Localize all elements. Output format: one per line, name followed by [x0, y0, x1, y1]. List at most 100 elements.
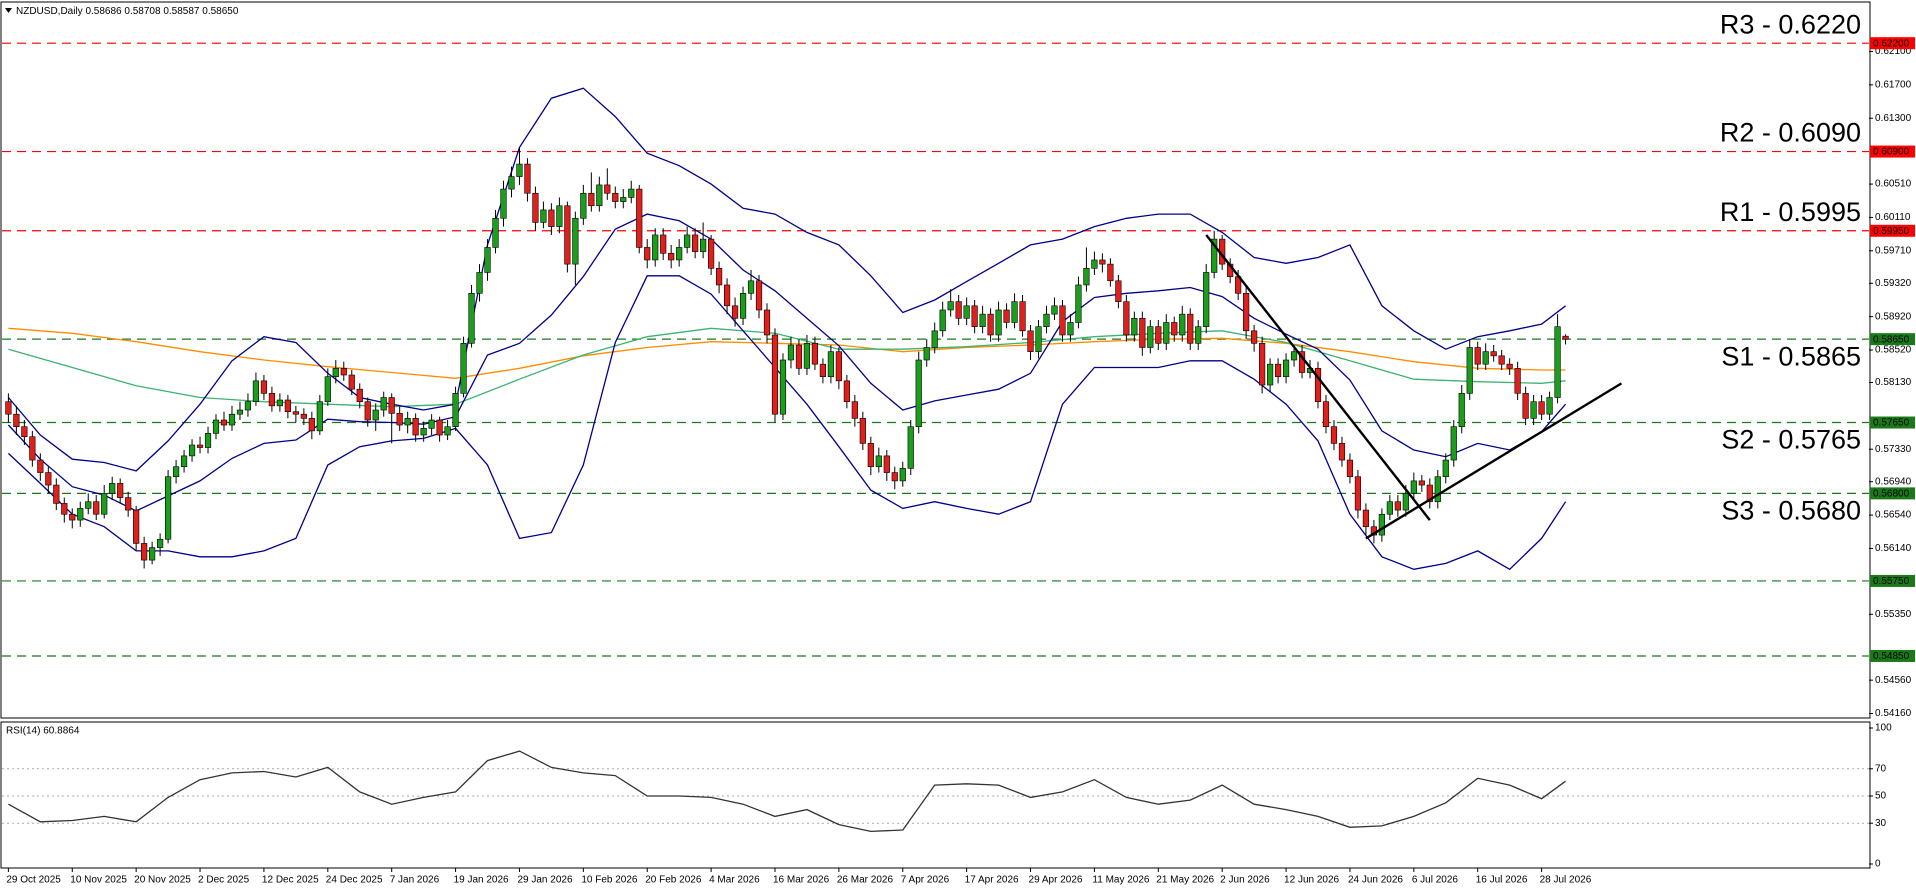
- level-price-box: [1870, 224, 1915, 237]
- candle-body: [1514, 368, 1521, 394]
- y-tick-label: 70: [1875, 763, 1887, 774]
- candle-body: [1187, 313, 1194, 344]
- candle-body: [987, 313, 994, 336]
- candle-body: [620, 197, 627, 202]
- candle-body: [859, 418, 866, 444]
- candle-body: [508, 176, 515, 190]
- level-price-box: [1870, 487, 1915, 500]
- candle-body: [1091, 259, 1098, 269]
- y-tick-label: 0.58920: [1875, 311, 1912, 322]
- x-tick-label: 29 Apr 2026: [1029, 875, 1083, 886]
- candle-body: [1546, 397, 1553, 415]
- level-price-label: 0.62200: [1873, 38, 1910, 49]
- candle-body: [300, 413, 307, 419]
- candle-body: [1035, 326, 1042, 352]
- candle-body: [21, 426, 28, 438]
- x-tick-label: 11 May 2026: [1092, 875, 1150, 886]
- candle-body: [1562, 335, 1569, 340]
- candle-body: [1426, 484, 1433, 503]
- candle-body: [420, 428, 427, 436]
- candle-body: [69, 513, 76, 521]
- level-price-box: [1870, 333, 1915, 346]
- indicator-line: [7, 213, 1567, 512]
- y-tick-label: 0.59710: [1875, 245, 1912, 256]
- candle-body: [157, 538, 164, 548]
- candle-body: [101, 493, 108, 515]
- candle-body: [939, 309, 946, 332]
- candle-body: [1059, 305, 1066, 336]
- price-panel: [0, 1, 1871, 719]
- y-tick-label: 0.62100: [1875, 46, 1912, 57]
- candle-body: [532, 192, 539, 223]
- level-label: S3 - 0.5680: [1721, 496, 1861, 526]
- candle-body: [180, 455, 188, 468]
- candle-body: [388, 397, 395, 414]
- candle-body: [556, 205, 563, 227]
- y-tick-label: 30: [1875, 818, 1887, 829]
- candle-body: [1147, 326, 1154, 348]
- candle-body: [444, 426, 451, 436]
- candle-body: [692, 234, 699, 252]
- candle-body: [1266, 363, 1274, 386]
- x-tick-label: 20 Nov 2025: [134, 875, 191, 886]
- candle-body: [787, 344, 795, 361]
- candle-body: [1538, 401, 1545, 415]
- ohlc-low: 0.58587: [163, 6, 200, 17]
- x-tick-label: 19 Jan 2026: [454, 875, 509, 886]
- candle-body: [141, 543, 148, 561]
- candle-body: [524, 163, 531, 194]
- trendline: [1205, 234, 1431, 521]
- candle-body: [715, 267, 723, 286]
- candle-body: [133, 509, 140, 544]
- candle-body: [516, 163, 523, 177]
- candle-body: [771, 334, 779, 415]
- ohlc-close: 0.58650: [202, 6, 239, 17]
- candle-body: [45, 472, 52, 486]
- candle-body: [364, 401, 371, 421]
- candle-body: [660, 234, 667, 254]
- candle-body: [5, 401, 12, 415]
- candle-body: [1490, 351, 1497, 357]
- candle-body: [164, 476, 172, 540]
- candle-body: [220, 419, 228, 426]
- candle-body: [452, 393, 459, 427]
- x-tick-label: 16 Jul 2026: [1476, 875, 1528, 886]
- candle-body: [1290, 351, 1298, 361]
- level-price-label: 0.58650: [1873, 334, 1910, 345]
- y-tick-label: 0.58130: [1875, 377, 1912, 388]
- candle-body: [436, 419, 443, 436]
- candle-body: [723, 284, 731, 307]
- candle-body: [1003, 309, 1010, 323]
- candle-body: [1259, 343, 1266, 386]
- candle-body: [252, 380, 260, 402]
- candle-body: [1362, 509, 1370, 528]
- candle-body: [492, 217, 499, 248]
- candle-body: [236, 409, 244, 415]
- level-label: S1 - 0.5865: [1721, 341, 1861, 371]
- candle-body: [572, 217, 579, 265]
- candle-body: [476, 272, 483, 294]
- candle-body: [1274, 363, 1282, 377]
- x-tick-label: 10 Feb 2026: [581, 875, 638, 886]
- y-tick-label: 0.56540: [1875, 510, 1912, 521]
- chart-header: NZDUSD,Daily 0.58686 0.58708 0.58587 0.5…: [16, 6, 239, 17]
- candle-body: [963, 305, 970, 319]
- level-price-label: 0.57650: [1873, 418, 1910, 429]
- y-tick-label: 0.54160: [1875, 708, 1912, 719]
- y-tick-label: 100: [1875, 723, 1892, 734]
- candle-body: [1075, 284, 1082, 323]
- candle-body: [779, 359, 787, 415]
- candle-body: [324, 376, 331, 402]
- candle-body: [1434, 476, 1441, 503]
- x-tick-label: 2 Jun 2026: [1220, 875, 1270, 886]
- candle-body: [731, 305, 739, 319]
- candle-body: [995, 309, 1002, 336]
- candle-body: [276, 399, 283, 407]
- rsi-panel: [0, 721, 1871, 869]
- candle-body: [652, 234, 659, 261]
- candle-body: [1458, 393, 1465, 427]
- candle-body: [891, 472, 898, 482]
- chart-title: NZDUSD,Daily: [16, 6, 83, 17]
- candle-body: [1402, 493, 1409, 511]
- candle-body: [747, 280, 755, 294]
